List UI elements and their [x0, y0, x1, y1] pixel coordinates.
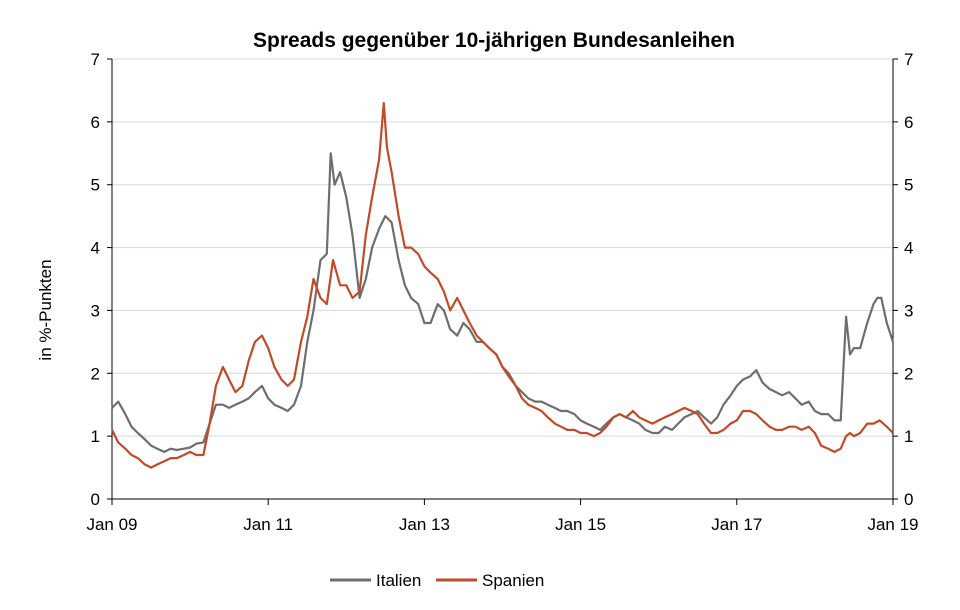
x-tick-label: Jan 13	[399, 515, 450, 534]
x-tick-label: Jan 09	[86, 515, 137, 534]
legend-label-spanien: Spanien	[482, 571, 544, 590]
gridlines	[112, 58, 893, 437]
x-tick-label: Jan 17	[711, 515, 762, 534]
y-tick-label-left: 4	[91, 239, 100, 258]
legend-label-italien: Italien	[376, 571, 421, 590]
y-tick-label-left: 5	[91, 176, 100, 195]
y-axis-right-ticks: 0 1 2 3 4 5 6 7	[904, 50, 913, 509]
y-tick-label-right: 4	[904, 239, 913, 258]
y-tick-label-left: 0	[91, 490, 100, 509]
y-tick-label-left: 6	[91, 113, 100, 132]
y-tick-label-right: 7	[904, 50, 913, 69]
x-tick-label: Jan 19	[867, 515, 918, 534]
x-axis-ticks: Jan 09 Jan 11 Jan 13 Jan 15 Jan 17 Jan 19	[86, 515, 918, 534]
y-axis-left-ticks: 0 1 2 3 4 5 6 7	[91, 50, 100, 509]
y-tick-label-left: 2	[91, 364, 100, 383]
x-tick-label: Jan 15	[555, 515, 606, 534]
chart-title: Spreads gegenüber 10-jährigen Bundesanle…	[253, 29, 735, 52]
y-tick-label-left: 1	[91, 427, 100, 446]
y-tick-label-right: 5	[904, 176, 913, 195]
series-lines	[111, 101, 895, 469]
y-tick-label-right: 6	[904, 113, 913, 132]
y-tick-label-right: 2	[904, 364, 913, 383]
y-tick-label-left: 7	[91, 50, 100, 69]
axes	[107, 58, 898, 505]
legend: Italien Spanien	[330, 571, 544, 590]
x-tick-label: Jan 11	[243, 515, 293, 534]
y-tick-label-left: 3	[91, 301, 100, 320]
y-axis-label: in %-Punkten	[36, 259, 55, 360]
y-tick-label-right: 3	[904, 301, 913, 320]
series-line-spanien	[111, 101, 894, 469]
y-tick-label-right: 1	[904, 427, 913, 446]
series-line-italien	[111, 152, 895, 453]
y-tick-label-right: 0	[904, 490, 913, 509]
